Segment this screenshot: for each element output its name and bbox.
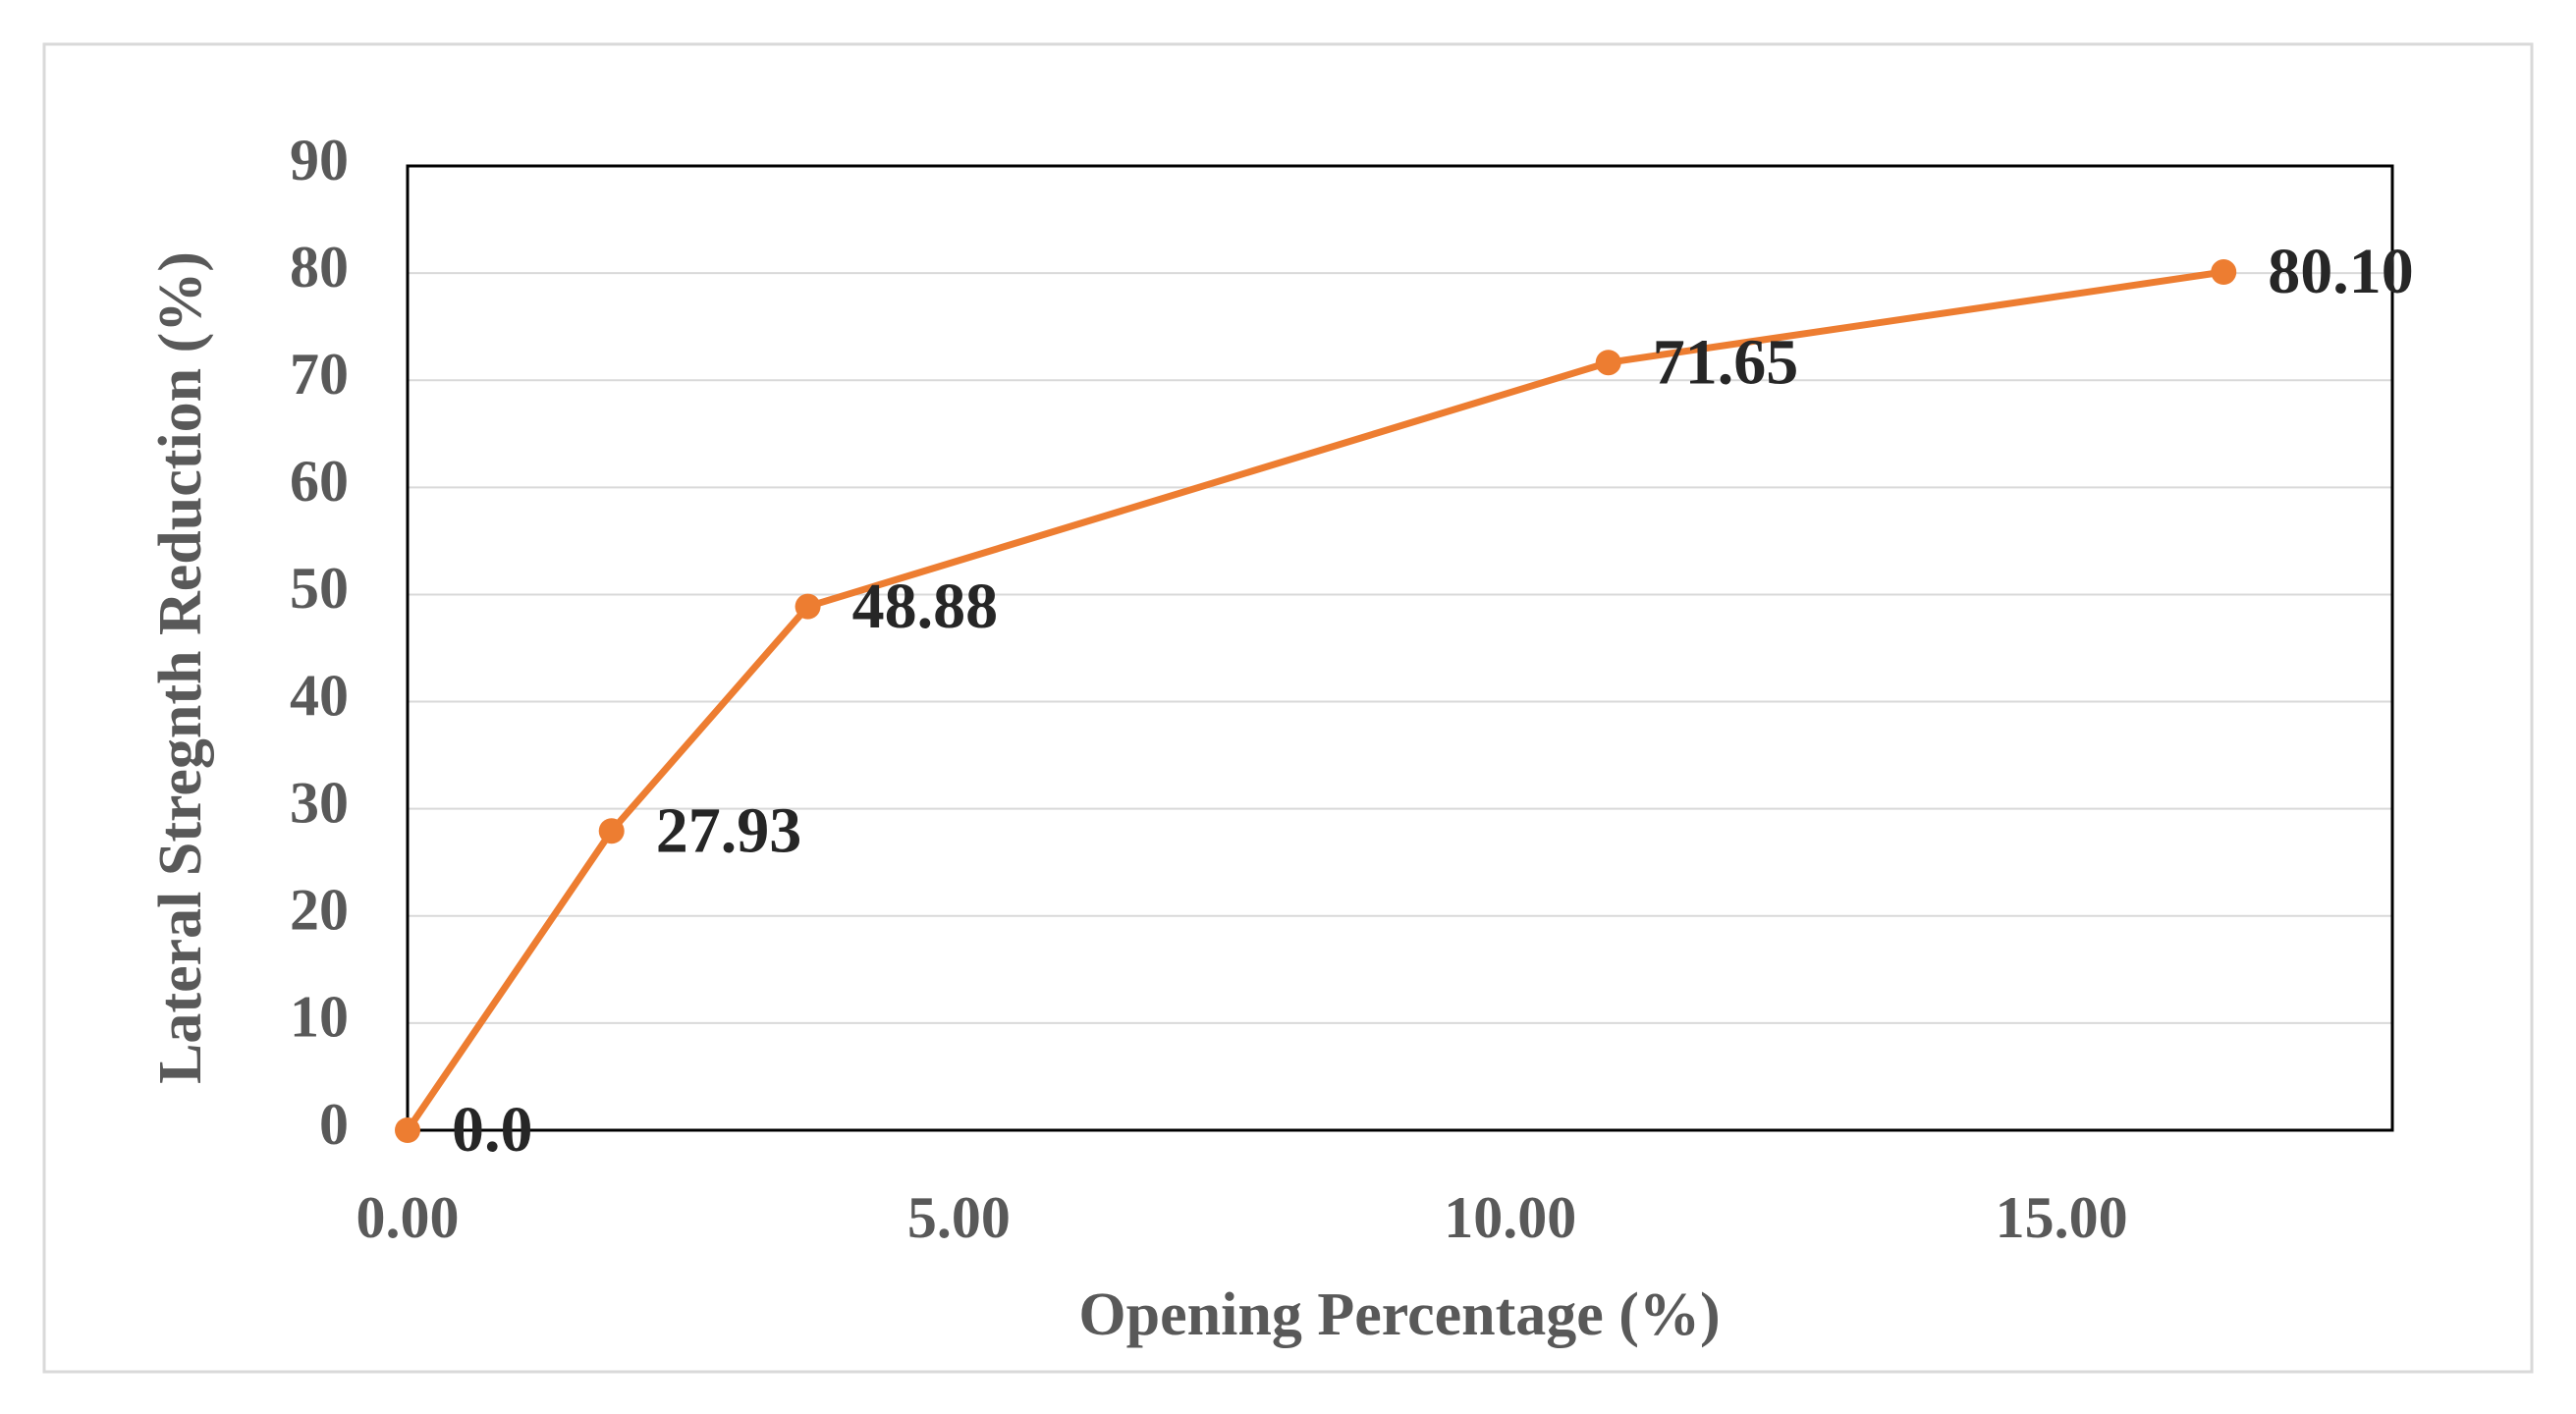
marker: [2211, 259, 2237, 286]
marker: [395, 1117, 420, 1143]
chart-frame: [42, 42, 2534, 1374]
y-tick-label: 50: [290, 556, 349, 621]
y-tick-label: 0: [319, 1092, 349, 1157]
y-tick-label: 40: [290, 663, 349, 728]
y-tick-label: 10: [290, 985, 349, 1050]
y-tick-label: 70: [290, 342, 349, 407]
y-tick-label: 80: [290, 235, 349, 299]
marker: [1595, 350, 1621, 376]
y-tick-label: 20: [290, 878, 349, 943]
x-tick-label: 15.00: [1996, 1185, 2128, 1250]
data-label: 71.65: [1653, 326, 1799, 398]
y-axis-title: Lateral Stregnth Reduction (%): [147, 251, 214, 1084]
data-label: 48.88: [852, 571, 999, 642]
data-label: 27.93: [656, 794, 802, 866]
x-tick-label: 0.00: [356, 1185, 460, 1250]
y-tick-label: 60: [290, 449, 349, 514]
y-tick-label: 90: [290, 128, 349, 192]
data-label: 0.0: [452, 1094, 533, 1166]
x-tick-label: 5.00: [907, 1185, 1011, 1250]
data-label: 80.10: [2268, 236, 2414, 307]
x-axis-title: Opening Percentage (%): [1078, 1281, 1720, 1348]
marker: [598, 818, 625, 844]
x-tick-label: 10.00: [1444, 1185, 1576, 1250]
y-tick-label: 30: [290, 770, 349, 835]
marker: [795, 593, 821, 620]
plot-area: [406, 164, 2394, 1132]
